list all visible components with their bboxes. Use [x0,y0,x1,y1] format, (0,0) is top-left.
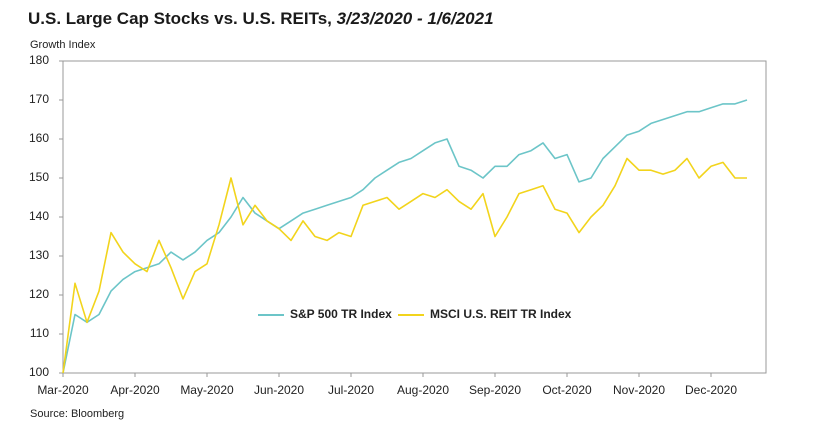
series-line [62,157,747,374]
y-axis-label: Growth Index [30,39,96,51]
x-tick-label: Oct-2020 [542,383,592,397]
x-tick-label: Jun-2020 [254,383,304,397]
source: Source: Bloomberg [30,408,124,420]
legend-label: MSCI U.S. REIT TR Index [430,307,572,321]
series-line [62,99,748,374]
y-tick-label: 120 [29,287,49,301]
x-tick-label: Sep-2020 [469,383,521,397]
x-tick-label: Apr-2020 [110,383,160,397]
y-tick-label: 110 [30,326,49,340]
y-tick-label: 150 [29,170,49,184]
x-tick-label: Nov-2020 [613,383,665,397]
x-tick-label: May-2020 [180,383,234,397]
x-tick-label: Dec-2020 [685,383,737,397]
legend-label: S&P 500 TR Index [290,307,392,321]
y-tick-label: 140 [29,209,49,223]
y-tick-label: 170 [29,92,49,106]
x-tick-label: Jul-2020 [328,383,374,397]
title-main: U.S. Large Cap Stocks vs. U.S. REITs, [28,9,337,28]
x-tick-label: Aug-2020 [397,383,449,397]
plot-frame [62,60,767,374]
title-dates: 3/23/2020 - 1/6/2021 [337,9,494,28]
y-tick-label: 160 [29,131,49,145]
x-tick-label: Mar-2020 [37,383,89,397]
y-tick-label: 100 [29,365,49,379]
chart-title: U.S. Large Cap Stocks vs. U.S. REITs, 3/… [28,9,494,28]
y-tick-label: 130 [29,248,49,262]
y-tick-label: 180 [29,53,49,67]
